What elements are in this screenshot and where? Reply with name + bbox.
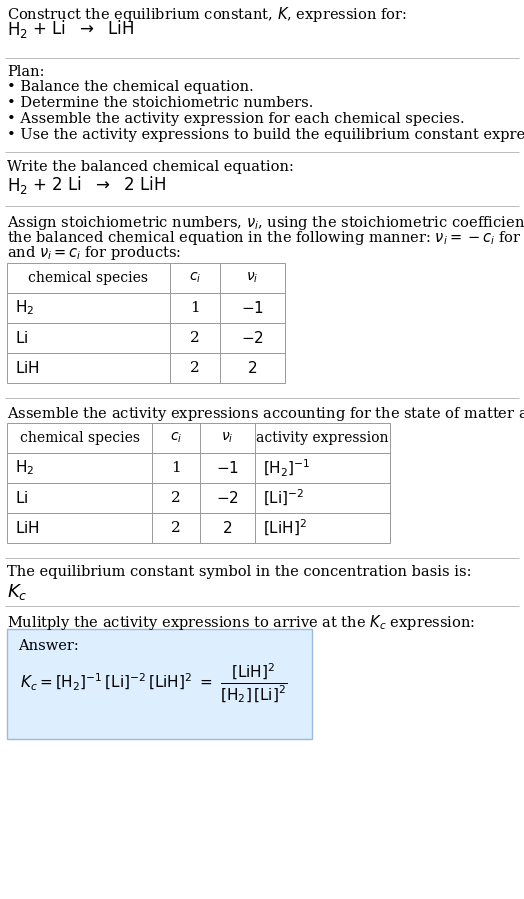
Text: $[\mathrm{LiH}]^{2}$: $[\mathrm{LiH}]^{2}$ <box>263 518 307 539</box>
Text: $K_c = [\mathrm{H_2}]^{-1}\,[\mathrm{Li}]^{-2}\,[\mathrm{LiH}]^{2}$$\ =\ \dfrac{: $K_c = [\mathrm{H_2}]^{-1}\,[\mathrm{Li}… <box>20 661 288 705</box>
Text: Write the balanced chemical equation:: Write the balanced chemical equation: <box>7 160 294 174</box>
Text: and $\nu_i = c_i$ for products:: and $\nu_i = c_i$ for products: <box>7 244 181 262</box>
Text: Assemble the activity expressions accounting for the state of matter and $\nu_i$: Assemble the activity expressions accoun… <box>7 405 524 423</box>
Text: the balanced chemical equation in the following manner: $\nu_i = -c_i$ for react: the balanced chemical equation in the fo… <box>7 229 524 247</box>
Text: $+\ \mathrm{Li}\ \ \rightarrow\ \ \mathrm{LiH}$: $+\ \mathrm{Li}\ \ \rightarrow\ \ \mathr… <box>32 20 134 38</box>
Text: $c_i$: $c_i$ <box>170 431 182 445</box>
Text: $\mathrm{H_2}$: $\mathrm{H_2}$ <box>7 176 28 196</box>
Bar <box>7 423 390 543</box>
Text: $[\mathrm{H_2}]^{-1}$: $[\mathrm{H_2}]^{-1}$ <box>263 458 311 478</box>
Text: $2$: $2$ <box>247 360 258 376</box>
Text: chemical species: chemical species <box>19 431 139 445</box>
Text: $\mathrm{H_2}$: $\mathrm{H_2}$ <box>7 20 28 40</box>
FancyBboxPatch shape <box>7 629 312 739</box>
Text: $\mathrm{Li}$: $\mathrm{Li}$ <box>15 490 28 506</box>
Text: • Use the activity expressions to build the equilibrium constant expression.: • Use the activity expressions to build … <box>7 128 524 142</box>
Text: activity expression: activity expression <box>256 431 389 445</box>
Text: $-2$: $-2$ <box>241 330 264 346</box>
Text: $-2$: $-2$ <box>216 490 239 506</box>
Text: 2: 2 <box>171 491 181 505</box>
Text: $\mathrm{H_2}$: $\mathrm{H_2}$ <box>15 298 34 317</box>
Text: $-1$: $-1$ <box>241 300 264 316</box>
Text: $K_c$: $K_c$ <box>7 582 28 602</box>
Text: $\mathrm{LiH}$: $\mathrm{LiH}$ <box>15 360 40 376</box>
Text: The equilibrium constant symbol in the concentration basis is:: The equilibrium constant symbol in the c… <box>7 565 472 579</box>
Bar <box>7 263 285 383</box>
Text: 1: 1 <box>171 461 181 475</box>
Text: • Balance the chemical equation.: • Balance the chemical equation. <box>7 80 254 94</box>
Text: $\mathrm{Li}$: $\mathrm{Li}$ <box>15 330 28 346</box>
Text: Assign stoichiometric numbers, $\nu_i$, using the stoichiometric coefficients, $: Assign stoichiometric numbers, $\nu_i$, … <box>7 214 524 232</box>
Text: $\nu_i$: $\nu_i$ <box>246 271 259 285</box>
Text: chemical species: chemical species <box>28 271 148 285</box>
Text: Construct the equilibrium constant, $K$, expression for:: Construct the equilibrium constant, $K$,… <box>7 5 407 24</box>
Text: $c_i$: $c_i$ <box>189 271 201 285</box>
Text: $\mathrm{H_2}$: $\mathrm{H_2}$ <box>15 458 34 477</box>
Text: $[\mathrm{Li}]^{-2}$: $[\mathrm{Li}]^{-2}$ <box>263 488 304 508</box>
Text: 2: 2 <box>190 331 200 345</box>
Text: Answer:: Answer: <box>18 639 79 653</box>
Text: Plan:: Plan: <box>7 65 45 79</box>
Text: 2: 2 <box>190 361 200 375</box>
Text: $\nu_i$: $\nu_i$ <box>221 431 234 445</box>
Text: $+\ 2\ \mathrm{Li}\ \ \rightarrow\ \ 2\ \mathrm{LiH}$: $+\ 2\ \mathrm{Li}\ \ \rightarrow\ \ 2\ … <box>32 176 166 194</box>
Text: 1: 1 <box>190 301 200 315</box>
Text: $-1$: $-1$ <box>216 460 239 476</box>
Text: $2$: $2$ <box>222 520 233 536</box>
Text: • Determine the stoichiometric numbers.: • Determine the stoichiometric numbers. <box>7 96 313 110</box>
Text: 2: 2 <box>171 521 181 535</box>
Text: $\mathrm{LiH}$: $\mathrm{LiH}$ <box>15 520 40 536</box>
Text: Mulitply the activity expressions to arrive at the $K_c$ expression:: Mulitply the activity expressions to arr… <box>7 613 475 632</box>
Text: • Assemble the activity expression for each chemical species.: • Assemble the activity expression for e… <box>7 112 465 126</box>
